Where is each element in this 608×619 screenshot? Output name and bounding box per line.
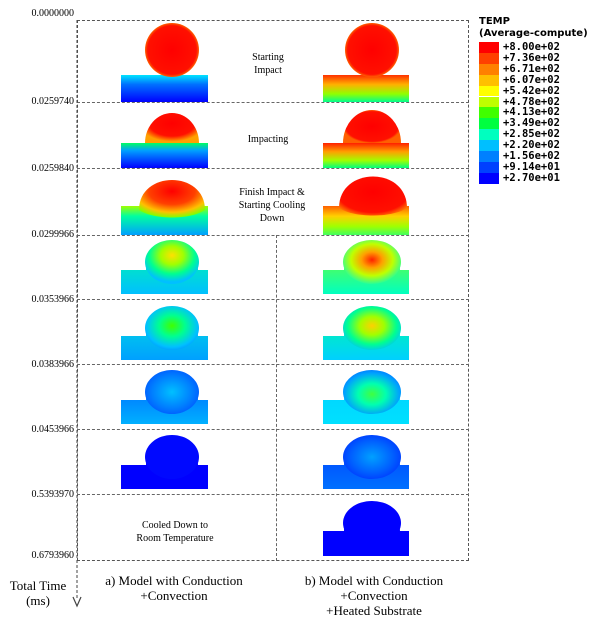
droplet-b-row6 (323, 435, 409, 489)
axis-label: Total Time (ms) (9, 578, 67, 608)
legend-swatch (479, 118, 499, 130)
legend-value: +6.07e+02 (503, 73, 560, 86)
row-divider (77, 299, 469, 300)
legend-swatch (479, 96, 499, 108)
legend-swatch (479, 151, 499, 162)
time-label: 0.0453966 (31, 424, 75, 435)
droplet-b-finish-impact (323, 176, 409, 235)
row-divider (77, 429, 469, 430)
legend-swatch (479, 140, 499, 151)
legend-value: +7.36e+02 (503, 51, 560, 64)
model-b-label: b) Model with Conduction +Convection +He… (304, 573, 444, 618)
droplet-a-row3 (121, 240, 208, 294)
legend-swatch (479, 85, 499, 97)
row-divider (77, 102, 469, 103)
legend-swatch (479, 172, 499, 184)
droplet-b-row4 (323, 306, 409, 360)
time-label: 0.0259740 (31, 96, 75, 107)
legend-swatch (479, 107, 499, 119)
row-divider (77, 364, 469, 365)
column-divider (276, 235, 277, 561)
legend-value: +9.14e+01 (503, 160, 560, 173)
legend-value: +5.42e+02 (503, 84, 560, 97)
time-label: 0.0299966 (31, 229, 75, 240)
legend-swatch (479, 52, 499, 64)
time-label: 0.0000000 (31, 8, 75, 19)
legend-swatch (479, 42, 499, 53)
row-divider (77, 168, 469, 169)
time-label: 0.6793960 (31, 550, 75, 561)
legend-value: +4.78e+02 (503, 95, 560, 108)
time-label: 0.0383966 (31, 359, 75, 370)
caption-cooled-down: Cooled Down to Room Temperature (136, 520, 214, 544)
droplet-a-row4 (121, 306, 208, 360)
legend-value: +6.71e+02 (503, 62, 560, 75)
droplet-a-row5 (121, 370, 208, 424)
caption-starting-impact: Starting Impact (252, 52, 284, 76)
legend-value: +2.20e+02 (503, 139, 560, 152)
droplet-a-finish-impact (121, 180, 208, 235)
droplet-b-cooled (323, 501, 409, 556)
legend-value: +2.70e+01 (503, 171, 560, 184)
legend-value: +1.56e+02 (503, 150, 560, 162)
legend-value: +4.13e+02 (503, 106, 560, 119)
legend-value: +3.49e+02 (503, 117, 560, 130)
time-label: 0.5393970 (31, 489, 75, 500)
legend-subtitle: (Average-compute) (479, 28, 588, 39)
droplet-b-row3 (323, 240, 409, 294)
legend-swatch (479, 63, 499, 75)
droplet-b-starting-impact (323, 23, 409, 102)
caption-finish-impact: Finish Impact & Starting Cooling Down (238, 187, 306, 224)
droplet-a-starting-impact (121, 23, 208, 102)
legend-value: +2.85e+02 (503, 128, 560, 141)
droplet-a-row6 (121, 435, 208, 489)
model-a-label: a) Model with Conduction +Convection (105, 573, 243, 603)
legend-swatch (479, 161, 499, 173)
arrow-down-icon (72, 596, 82, 608)
droplet-b-impacting (323, 110, 409, 168)
row-divider (77, 235, 469, 236)
legend-value: +8.00e+02 (503, 41, 560, 53)
legend-swatch (479, 74, 499, 86)
legend-title: TEMP (479, 16, 510, 27)
droplet-a-impacting (121, 113, 208, 168)
time-label: 0.0259840 (31, 163, 75, 174)
time-label: 0.0353966 (31, 294, 75, 305)
droplet-b-row5 (323, 370, 409, 424)
row-divider (77, 494, 469, 495)
legend-swatch (479, 129, 499, 141)
caption-impacting: Impacting (247, 134, 289, 145)
